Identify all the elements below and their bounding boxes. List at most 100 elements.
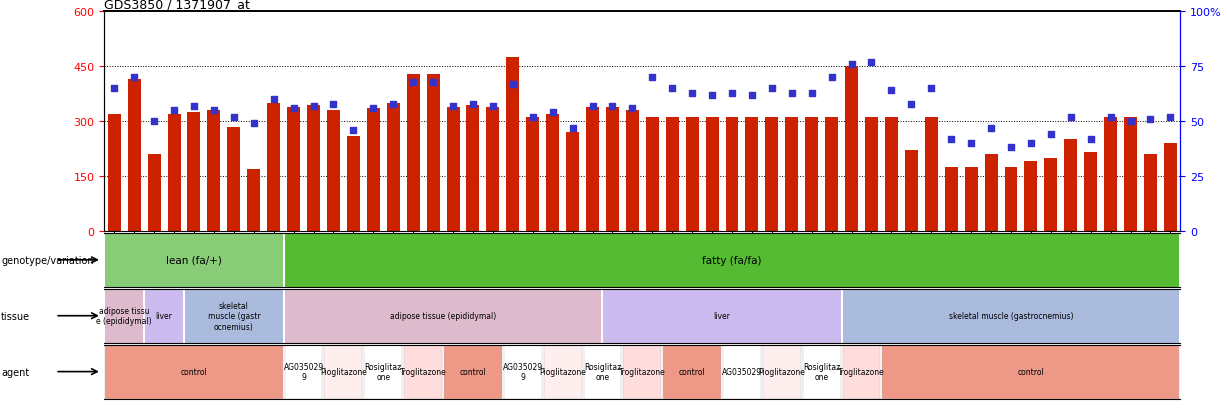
Text: agent: agent <box>1 367 29 377</box>
Bar <box>1124 118 1137 231</box>
Bar <box>466 105 480 231</box>
Point <box>1001 145 1021 152</box>
Point <box>742 92 762 99</box>
Bar <box>763 345 801 399</box>
Point <box>1040 132 1060 138</box>
Bar <box>802 345 840 399</box>
Text: genotype/variation: genotype/variation <box>1 255 93 265</box>
Point <box>404 79 423 86</box>
Point <box>802 90 822 97</box>
Point <box>682 90 702 97</box>
Point <box>523 114 542 121</box>
Bar <box>404 345 442 399</box>
Point <box>762 86 782 93</box>
Text: adipose tissu
e (epididymal): adipose tissu e (epididymal) <box>97 306 152 325</box>
Point <box>982 125 1001 132</box>
Bar <box>626 111 639 231</box>
Point <box>1021 140 1040 147</box>
Bar <box>285 289 601 343</box>
Point <box>961 140 980 147</box>
Bar <box>347 136 360 231</box>
Point <box>622 105 642 112</box>
Bar <box>584 345 621 399</box>
Bar <box>207 111 221 231</box>
Text: control: control <box>1017 367 1044 376</box>
Point <box>921 86 941 93</box>
Point <box>124 75 144 81</box>
Bar <box>1044 158 1058 231</box>
Bar <box>108 114 120 231</box>
Bar <box>326 111 340 231</box>
Bar <box>964 167 978 231</box>
Bar <box>1025 162 1037 231</box>
Bar <box>444 345 502 399</box>
Point <box>264 97 283 103</box>
Point <box>324 101 344 108</box>
Bar <box>106 233 282 287</box>
Bar <box>686 118 698 231</box>
Bar <box>945 167 958 231</box>
Bar <box>248 169 260 231</box>
Point <box>782 90 801 97</box>
Text: Troglitazone: Troglitazone <box>400 367 447 376</box>
Bar <box>364 345 402 399</box>
Bar <box>587 107 599 231</box>
Point <box>1061 114 1081 121</box>
Bar <box>128 80 141 231</box>
Point <box>244 121 264 127</box>
Point <box>702 92 721 99</box>
Text: Pioglitazone: Pioglitazone <box>320 367 367 376</box>
Bar <box>885 118 898 231</box>
Text: control: control <box>679 367 706 376</box>
Bar <box>882 345 1179 399</box>
Bar <box>285 345 323 399</box>
Bar <box>566 133 579 231</box>
Point <box>643 75 663 81</box>
Point <box>1081 136 1101 142</box>
Point <box>145 119 164 125</box>
Text: Rosiglitaz
one: Rosiglitaz one <box>802 362 840 381</box>
Bar <box>1144 154 1157 231</box>
Bar <box>645 118 659 231</box>
Point <box>283 105 303 112</box>
Point <box>861 59 881 66</box>
Text: AG035029
9: AG035029 9 <box>503 362 542 381</box>
Point <box>483 103 503 110</box>
Point <box>503 81 523 88</box>
Bar <box>504 345 541 399</box>
Text: GDS3850 / 1371907_at: GDS3850 / 1371907_at <box>104 0 250 11</box>
Point <box>104 86 124 93</box>
Bar <box>604 289 840 343</box>
Text: lean (fa/+): lean (fa/+) <box>166 255 222 265</box>
Bar <box>845 67 858 231</box>
Bar <box>725 118 739 231</box>
Point <box>902 101 921 108</box>
Point <box>1141 116 1161 123</box>
Point <box>542 110 562 116</box>
Point <box>842 62 861 68</box>
Text: liver: liver <box>156 311 173 320</box>
Bar <box>1164 144 1177 231</box>
Bar <box>447 107 459 231</box>
Text: liver: liver <box>714 311 730 320</box>
Bar <box>746 118 758 231</box>
Bar <box>106 289 144 343</box>
Bar <box>267 104 280 231</box>
Text: adipose tissue (epididymal): adipose tissue (epididymal) <box>390 311 496 320</box>
Bar <box>106 345 282 399</box>
Bar <box>387 104 400 231</box>
Bar <box>623 345 661 399</box>
Bar <box>843 289 1179 343</box>
Point <box>723 90 742 97</box>
Bar <box>666 118 679 231</box>
Bar <box>486 107 499 231</box>
Text: control: control <box>460 367 486 376</box>
Bar <box>1005 167 1017 231</box>
Point <box>1120 119 1140 125</box>
Text: AG035029
9: AG035029 9 <box>283 362 324 381</box>
Bar <box>843 345 881 399</box>
Bar <box>826 118 838 231</box>
Bar <box>865 118 879 231</box>
Point <box>164 108 184 114</box>
Bar <box>1064 140 1077 231</box>
